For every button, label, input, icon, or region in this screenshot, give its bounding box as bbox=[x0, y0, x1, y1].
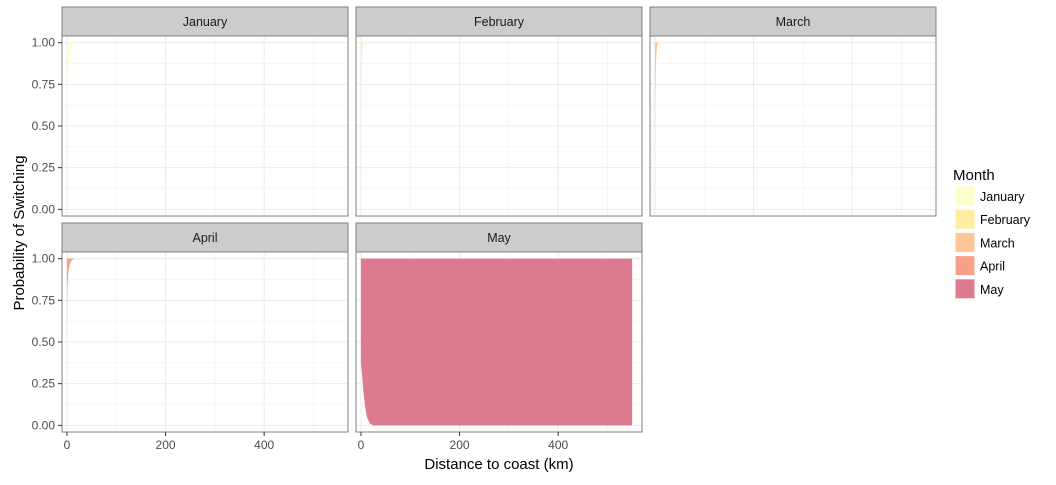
y-tick-label: 0.75 bbox=[32, 77, 56, 91]
legend-items: January February March April May bbox=[953, 184, 1031, 301]
legend: Month January February March April May bbox=[953, 167, 1031, 301]
x-tick-label: 200 bbox=[156, 438, 176, 452]
area-march bbox=[654, 42, 660, 151]
legend-label-may: May bbox=[980, 283, 1004, 297]
x-tick-label: 400 bbox=[548, 438, 568, 452]
strip-label-march: March bbox=[776, 15, 811, 29]
panel-border-may bbox=[355, 251, 643, 433]
panel-border-march bbox=[649, 35, 937, 217]
y-tick-label: 0.00 bbox=[32, 202, 56, 216]
strip-march bbox=[649, 6, 937, 37]
legend-key-january bbox=[954, 185, 976, 207]
y-tick-label: 0.75 bbox=[32, 293, 56, 307]
area-february bbox=[360, 42, 364, 126]
y-tick-label: 0.50 bbox=[32, 335, 56, 349]
legend-key-may bbox=[954, 278, 976, 300]
legend-key-february bbox=[954, 208, 976, 230]
legend-label-february: February bbox=[980, 213, 1031, 227]
strip-label-february: February bbox=[474, 15, 525, 29]
panel-january: January 0.00 0.25 0.50 0.75 1.00 bbox=[32, 6, 349, 217]
area-may bbox=[360, 258, 633, 426]
x-tick-label: 0 bbox=[64, 438, 71, 452]
legend-key-april bbox=[954, 255, 976, 277]
strip-label-may: May bbox=[487, 231, 511, 245]
y-axis-title: Probability of Switching bbox=[11, 155, 28, 310]
x-tick-label: 200 bbox=[450, 438, 470, 452]
strip-january bbox=[61, 6, 349, 37]
panel-may: May 0 200 400 bbox=[355, 222, 643, 452]
legend-label-march: March bbox=[980, 236, 1015, 250]
panel-march: March bbox=[649, 6, 937, 217]
area-january bbox=[66, 42, 77, 123]
strip-april bbox=[61, 222, 349, 253]
legend-key-march bbox=[954, 231, 976, 253]
y-tick-label: 0.50 bbox=[32, 119, 56, 133]
y-tick-label: 1.00 bbox=[32, 252, 56, 266]
strip-label-april: April bbox=[192, 231, 217, 245]
strip-may bbox=[355, 222, 643, 253]
legend-title: Month bbox=[953, 167, 995, 184]
x-axis-title: Distance to coast (km) bbox=[424, 456, 573, 473]
y-tick-label: 1.00 bbox=[32, 36, 56, 50]
y-tick-label: 0.25 bbox=[32, 377, 56, 391]
panel-border-february bbox=[355, 35, 643, 217]
legend-label-january: January bbox=[980, 190, 1025, 204]
x-tick-label: 400 bbox=[254, 438, 274, 452]
area-april bbox=[66, 258, 78, 339]
strip-february bbox=[355, 6, 643, 37]
panel-february: February bbox=[355, 6, 643, 217]
panels-layer: January 0.00 0.25 0.50 0.75 1.00 February March… bbox=[32, 6, 937, 452]
y-tick-label: 0.00 bbox=[32, 418, 56, 432]
strip-label-january: January bbox=[183, 15, 228, 29]
legend-label-april: April bbox=[980, 260, 1005, 274]
panel-april: April 0.00 0.25 0.50 0.75 1.00 0 200 400 bbox=[32, 222, 349, 452]
x-tick-label: 0 bbox=[358, 438, 365, 452]
y-tick-label: 0.25 bbox=[32, 161, 56, 175]
